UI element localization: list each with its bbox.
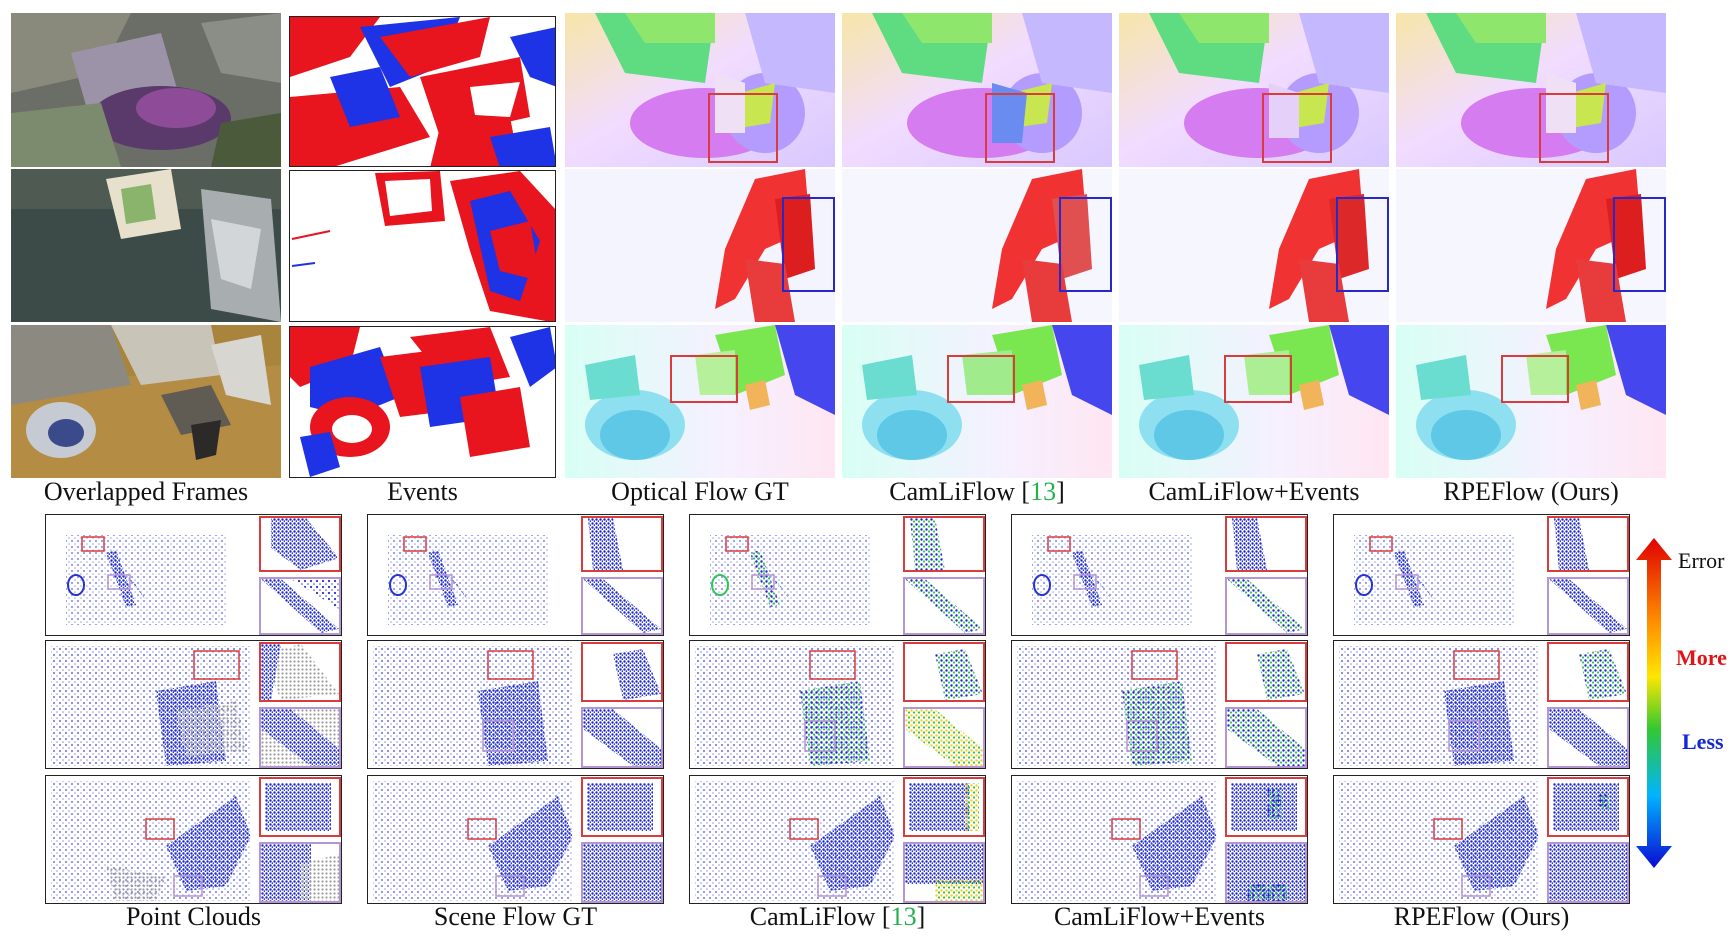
- error-colorbar: [1636, 538, 1672, 868]
- highlight-box-red: [670, 355, 738, 403]
- caption-text: CamLiFlow [: [749, 902, 891, 931]
- zoom-inset-purple: [259, 577, 341, 635]
- zoom-inset-red: [903, 777, 985, 837]
- zoom-inset-red: [1547, 642, 1629, 702]
- zoom-inset-red: [1547, 516, 1629, 572]
- camliflow-scene-flow-panel-1: [689, 514, 986, 636]
- scene-flow-gt-panel-1: [367, 514, 664, 636]
- zoom-inset-purple: [581, 842, 663, 903]
- caption-camliflow-events: CamLiFlow+Events: [1148, 477, 1360, 506]
- zoom-inset-red: [581, 642, 663, 702]
- zoom-inset-purple: [1547, 707, 1629, 768]
- highlight-box-red: [1262, 93, 1332, 163]
- zoom-inset-red: [259, 642, 341, 702]
- highlight-box-blue: [1336, 197, 1389, 292]
- overlapped-frame-1: [11, 13, 281, 167]
- rpeflow-flow-image-2: [1396, 169, 1666, 322]
- camliflow-events-scene-flow-panel-1: [1011, 514, 1308, 636]
- caption-events: Events: [387, 477, 458, 506]
- overlapped-frame-2: [11, 169, 281, 322]
- zoom-inset-red: [1225, 516, 1307, 572]
- overlapped-frame-3: [11, 325, 281, 478]
- zoom-inset-purple: [903, 707, 985, 768]
- camliflow-scene-flow-panel-3: [689, 775, 986, 904]
- highlight-box-red: [1539, 93, 1609, 163]
- highlight-box-red: [985, 93, 1055, 163]
- caption-rpeflow: RPEFlow (Ours): [1443, 477, 1619, 506]
- zoom-inset-purple: [581, 577, 663, 635]
- highlight-box-blue: [1059, 197, 1112, 292]
- legend-error-label: Error: [1678, 548, 1725, 573]
- zoom-inset-red: [259, 516, 341, 572]
- rpeflow-flow-image-3: [1396, 325, 1666, 478]
- zoom-inset-red: [1547, 777, 1629, 837]
- point-cloud-panel-1: [45, 514, 342, 636]
- zoom-inset-red: [903, 516, 985, 572]
- point-cloud-panel-3: [45, 775, 342, 904]
- rpeflow-scene-flow-panel-2: [1333, 640, 1630, 769]
- flow-gt-image-1: [565, 13, 835, 167]
- highlight-box-red: [1224, 355, 1292, 403]
- legend-less-label: Less: [1682, 729, 1724, 754]
- camliflow-events-flow-image-1: [1119, 13, 1389, 167]
- events-image-2: [289, 170, 556, 322]
- zoom-inset-purple: [1547, 842, 1629, 903]
- rpeflow-scene-flow-panel-1: [1333, 514, 1630, 636]
- camliflow-flow-image-2: [842, 169, 1112, 322]
- caption-camliflow: CamLiFlow [13]: [842, 477, 1112, 507]
- zoom-inset-purple: [259, 842, 341, 903]
- rpeflow-scene-flow-panel-3: [1333, 775, 1630, 904]
- zoom-inset-purple: [1225, 577, 1307, 635]
- camliflow-events-scene-flow-panel-2: [1011, 640, 1308, 769]
- caption-text: CamLiFlow [: [889, 477, 1031, 506]
- citation-link[interactable]: 13: [890, 902, 917, 931]
- caption-scene-flow-gt: Scene Flow GT: [433, 902, 598, 931]
- camliflow-events-scene-flow-panel-3: [1011, 775, 1308, 904]
- zoom-inset-purple: [1225, 842, 1307, 903]
- flow-gt-image-2: [565, 169, 835, 322]
- zoom-inset-red: [903, 642, 985, 702]
- zoom-inset-red: [259, 777, 341, 837]
- zoom-inset-red: [581, 777, 663, 837]
- scene-flow-gt-panel-3: [367, 775, 664, 904]
- camliflow-flow-image-3: [842, 325, 1112, 478]
- scene-flow-gt-panel-2: [367, 640, 664, 769]
- caption-text: ]: [916, 902, 926, 931]
- zoom-inset-red: [1225, 642, 1307, 702]
- highlight-box-blue: [782, 197, 835, 292]
- zoom-inset-red: [581, 516, 663, 572]
- events-image-1: [289, 16, 556, 167]
- camliflow-events-flow-image-2: [1119, 169, 1389, 322]
- events-image-3: [289, 326, 556, 478]
- zoom-inset-purple: [581, 707, 663, 768]
- rpeflow-flow-image-1: [1396, 13, 1666, 167]
- citation-link[interactable]: 13: [1030, 477, 1057, 506]
- zoom-inset-red: [1225, 777, 1307, 837]
- highlight-box-red: [947, 355, 1015, 403]
- caption-rpeflow-bottom: RPEFlow (Ours): [1393, 902, 1570, 931]
- caption-camliflow-events-bottom: CamLiFlow+Events: [1053, 902, 1266, 931]
- camliflow-events-flow-image-3: [1119, 325, 1389, 478]
- highlight-box-red: [1501, 355, 1569, 403]
- caption-overlapped-frames: Overlapped Frames: [43, 477, 249, 506]
- zoom-inset-purple: [1225, 707, 1307, 768]
- flow-gt-image-3: [565, 325, 835, 478]
- caption-text: ]: [1056, 477, 1065, 506]
- highlight-box-blue: [1613, 197, 1666, 292]
- zoom-inset-purple: [903, 842, 985, 903]
- highlight-box-red: [708, 93, 778, 163]
- zoom-inset-purple: [1547, 577, 1629, 635]
- caption-optical-flow-gt: Optical Flow GT: [611, 477, 789, 506]
- zoom-inset-purple: [903, 577, 985, 635]
- camliflow-scene-flow-panel-2: [689, 640, 986, 769]
- caption-camliflow-bottom: CamLiFlow [13]: [689, 902, 986, 932]
- zoom-inset-purple: [259, 707, 341, 768]
- legend-more-label: More: [1676, 645, 1727, 670]
- caption-point-clouds: Point Clouds: [125, 902, 262, 931]
- camliflow-flow-image-1: [842, 13, 1112, 167]
- point-cloud-panel-2: [45, 640, 342, 769]
